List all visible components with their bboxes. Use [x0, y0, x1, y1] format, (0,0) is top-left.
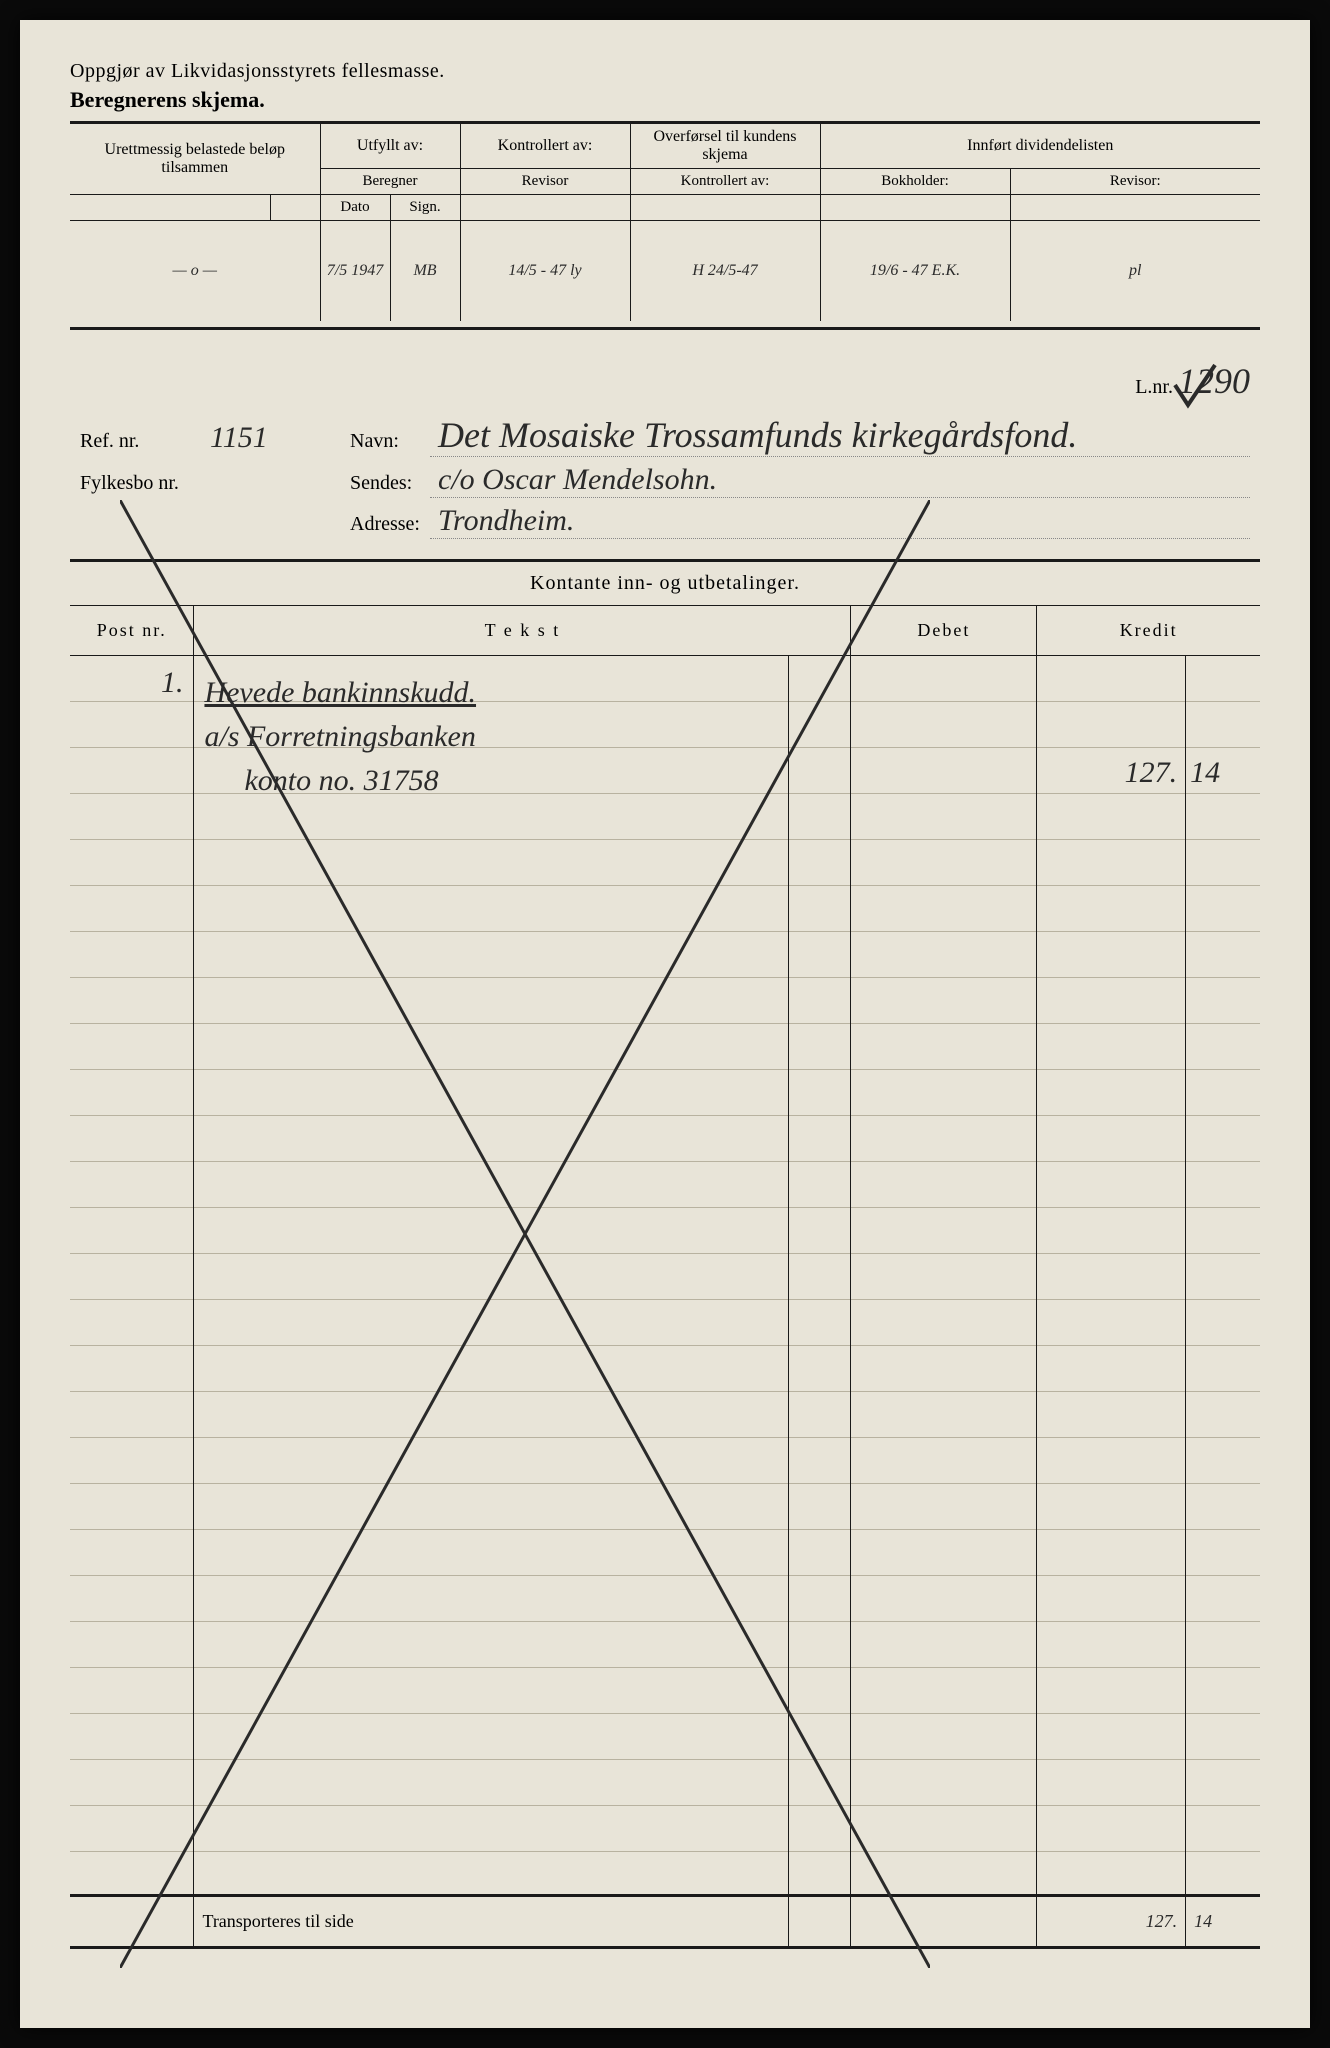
sendes-value: c/o Oscar Mendelsohn. — [430, 463, 1250, 498]
ruled-lines — [1186, 656, 1260, 1894]
entry-line2: a/s Forretningsbanken — [204, 720, 476, 754]
col-tekst: T e k s t — [194, 606, 851, 656]
hdr-overforsel: Overførsel til kundens skjema — [630, 124, 820, 169]
tekst-cell: Hevede bankinnskudd. a/s Forretningsbank… — [194, 655, 789, 1895]
title-block: Oppgjør av Likvidasjonsstyrets fellesmas… — [70, 60, 1260, 113]
post-cell: 1. — [70, 655, 194, 1895]
val-bokholder: 19/6 - 47 E.K. — [820, 221, 1010, 321]
adresse-value: Trondheim. — [430, 504, 1250, 539]
sub-revisor2: Revisor: — [1010, 169, 1260, 195]
val-dato: 7/5 1947 — [320, 221, 390, 321]
sub-dato: Dato — [320, 195, 390, 221]
hdr-utfyllt: Utfyllt av: — [320, 124, 460, 169]
hdr-kontrollert: Kontrollert av: — [460, 124, 630, 169]
col-debet: Debet — [851, 606, 1037, 656]
entry-kredit-sub: 14 — [1190, 756, 1220, 790]
adresse-label: Adresse: — [350, 513, 430, 536]
ruled-lines — [1037, 656, 1185, 1894]
sub-revisor: Revisor — [460, 169, 630, 195]
ref-label: Ref. nr. — [80, 430, 210, 453]
section-title: Kontante inn- og utbetalinger. — [70, 559, 1260, 606]
val-belop: — o — — [70, 221, 320, 321]
ruled-lines — [194, 656, 788, 1894]
sendes-label: Sendes: — [350, 472, 430, 495]
sub-beregner: Beregner — [320, 169, 460, 195]
entry-kredit: 127. — [1125, 756, 1178, 790]
entry-line1: Hevede bankinnskudd. — [204, 676, 476, 710]
val-revisor2: pl — [1010, 221, 1260, 321]
document-page: Oppgjør av Likvidasjonsstyrets fellesmas… — [20, 20, 1310, 2028]
val-sign: MB — [390, 221, 460, 321]
debet-cell — [851, 655, 1037, 1895]
ruled-lines — [851, 656, 1036, 1894]
header-table: Urettmessig belastede beløp tilsammen Ut… — [70, 124, 1260, 321]
footer-label: Transporteres til side — [194, 1895, 789, 1947]
kredit-cell: 127. — [1037, 655, 1186, 1895]
entry-line3: konto no. 31758 — [204, 764, 476, 798]
check-icon — [1170, 360, 1220, 426]
val-kontrollert: 14/5 - 47 ly — [460, 221, 630, 321]
sub-cell — [789, 655, 851, 1895]
hdr-dividende: Innført dividendelisten — [820, 124, 1260, 169]
footer-kredit: 127. — [1037, 1895, 1186, 1947]
hdr-belop: Urettmessig belastede beløp tilsammen — [70, 124, 320, 195]
fylkesbo-label: Fylkesbo nr. — [80, 472, 210, 495]
val-overforsel: H 24/5-47 — [630, 221, 820, 321]
ruled-lines — [70, 656, 193, 1894]
sub-sign: Sign. — [390, 195, 460, 221]
navn-label: Navn: — [350, 430, 430, 453]
title-line-1: Oppgjør av Likvidasjonsstyrets fellesmas… — [70, 60, 1260, 83]
entry-text: Hevede bankinnskudd. a/s Forretningsbank… — [204, 666, 476, 808]
sub-bokholder: Bokholder: — [820, 169, 1010, 195]
kredit-sub-cell: 14 — [1186, 655, 1260, 1895]
entry-post-nr: 1. — [161, 666, 184, 700]
title-line-2: Beregnerens skjema. — [70, 87, 1260, 113]
lnr-row: L.nr. 1290 — [80, 360, 1250, 402]
ref-value: 1151 — [210, 421, 350, 455]
sub-kontrollert: Kontrollert av: — [630, 169, 820, 195]
navn-value: Det Mosaiske Trossamfunds kirkegårdsfond… — [430, 414, 1250, 457]
col-post: Post nr. — [70, 606, 194, 656]
ledger-table: Post nr. T e k s t Debet Kredit 1. Heved… — [70, 606, 1260, 1949]
ruled-lines — [789, 656, 850, 1894]
lnr-label: L.nr. — [1135, 376, 1173, 398]
divider — [70, 327, 1260, 330]
col-kredit: Kredit — [1037, 606, 1260, 656]
meta-block: L.nr. 1290 Ref. nr. 1151 Navn: Det Mosai… — [80, 360, 1250, 539]
footer-kredit-sub: 14 — [1186, 1895, 1260, 1947]
